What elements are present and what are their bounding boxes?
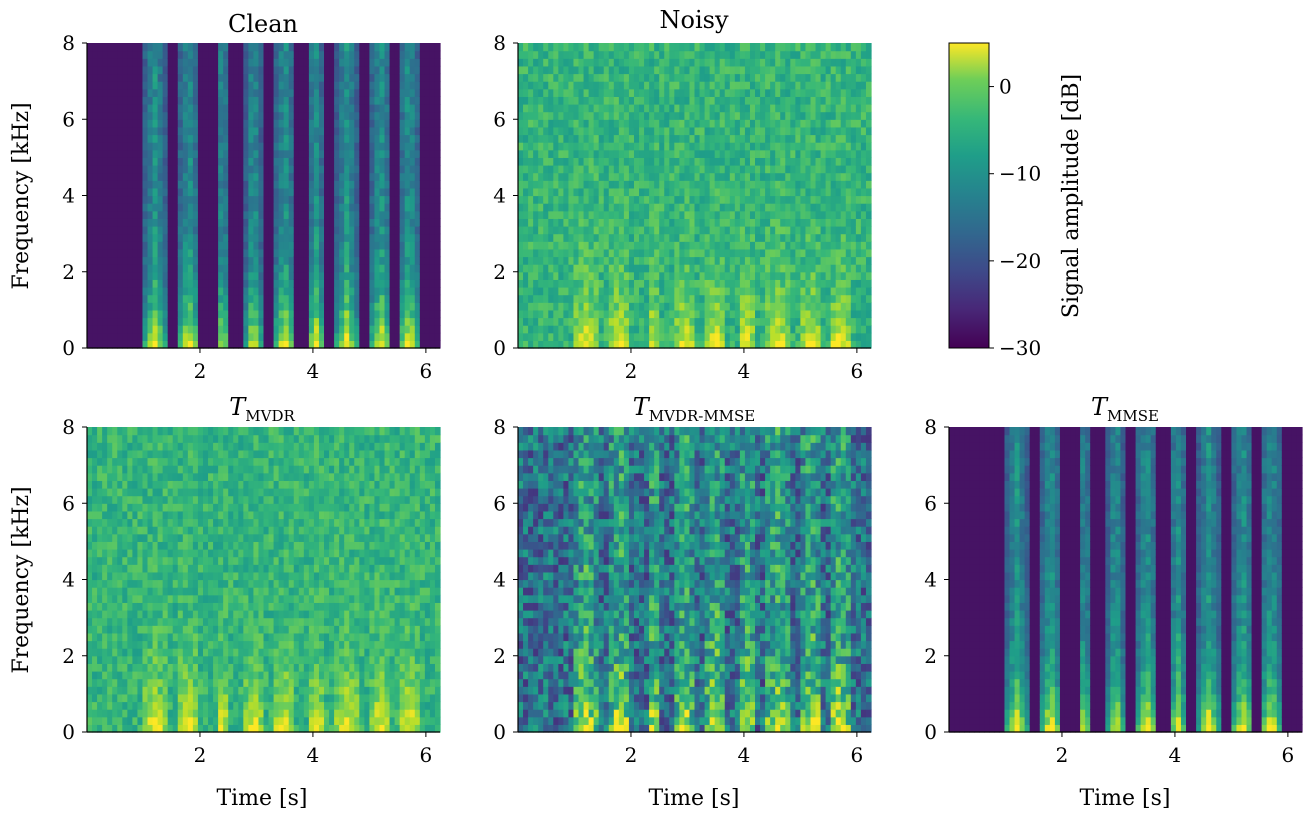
- heatmap-cells: [87, 43, 441, 349]
- colorbar-tick-label: 0: [999, 75, 1012, 99]
- x-tick-label: 4: [307, 743, 320, 767]
- x-tick-label: 6: [1282, 743, 1295, 767]
- x-tick-label: 6: [420, 359, 433, 383]
- x-tick-label: 6: [851, 359, 864, 383]
- panel-title-mmse: TMMSE: [1091, 393, 1159, 425]
- panel-title-mvdr: TMVDR: [229, 393, 295, 425]
- colorbar: 0 −10 −20 −30 Signal amplitude [dB]: [948, 42, 1084, 360]
- y-tick-label: 6: [62, 107, 75, 131]
- y-tick-label: 0: [62, 336, 75, 360]
- y-tick-label: 4: [493, 184, 506, 208]
- y-tick-label: 8: [62, 415, 75, 439]
- y-tick-label: 6: [493, 491, 506, 515]
- heatmap-cells: [518, 427, 872, 733]
- panel-title-mvdr-mmse: TMVDR-MMSE: [633, 393, 756, 425]
- y-axis-label-bottom: Frequency [kHz]: [9, 486, 34, 673]
- x-tick-label: 6: [851, 743, 864, 767]
- y-tick-label: 6: [62, 491, 75, 515]
- x-tick-label: 4: [738, 743, 751, 767]
- colorbar-tick-label: −20: [999, 249, 1041, 273]
- colorbar-tick-label: −30: [999, 336, 1041, 360]
- y-tick-label: 2: [62, 644, 75, 668]
- spectrogram-mmse: 0 2 4 6 8 2 4 6: [924, 415, 1303, 767]
- colorbar-tick-label: −10: [999, 162, 1041, 186]
- y-tick-label: 6: [493, 107, 506, 131]
- x-axis-label-mmse: Time [s]: [1079, 786, 1170, 811]
- spectrogram-clean: 0 2 4 6 8 2 4 6: [62, 31, 441, 383]
- x-tick-label: 2: [194, 359, 207, 383]
- y-tick-label: 2: [493, 644, 506, 668]
- panel-title-noisy: Noisy: [660, 6, 729, 34]
- y-tick-label: 8: [493, 415, 506, 439]
- colorbar-gradient: [948, 42, 990, 349]
- x-tick-label: 2: [625, 743, 638, 767]
- y-tick-label: 0: [924, 720, 937, 744]
- y-tick-label: 0: [62, 720, 75, 744]
- spectrogram-mvdr-mmse: 0 2 4 6 8 2 4 6: [493, 415, 872, 767]
- heatmap-cells: [949, 427, 1303, 733]
- y-tick-label: 2: [924, 644, 937, 668]
- y-tick-label: 2: [493, 260, 506, 284]
- y-tick-label: 6: [924, 491, 937, 515]
- colorbar-ticks: 0 −10 −20 −30: [989, 75, 1041, 360]
- y-tick-label: 4: [924, 568, 937, 592]
- y-tick-label: 0: [493, 720, 506, 744]
- y-tick-label: 8: [924, 415, 937, 439]
- x-tick-label: 4: [738, 359, 751, 383]
- y-tick-label: 8: [62, 31, 75, 55]
- y-axis-label-top: Frequency [kHz]: [9, 102, 34, 289]
- colorbar-label: Signal amplitude [dB]: [1059, 74, 1084, 318]
- y-tick-label: 4: [493, 568, 506, 592]
- x-tick-label: 6: [420, 743, 433, 767]
- y-tick-label: 4: [62, 568, 75, 592]
- heatmap-cells: [518, 43, 872, 349]
- x-tick-label: 4: [307, 359, 320, 383]
- x-axis-label-mvdr-mmse: Time [s]: [648, 786, 739, 811]
- y-tick-label: 4: [62, 184, 75, 208]
- spectrogram-mvdr: 0 2 4 6 8 2 4 6: [62, 415, 441, 767]
- y-tick-label: 0: [493, 336, 506, 360]
- x-tick-label: 2: [194, 743, 207, 767]
- y-tick-label: 2: [62, 260, 75, 284]
- y-tick-label: 8: [493, 31, 506, 55]
- spectrogram-noisy: 0 2 4 6 8 2 4 6: [493, 31, 872, 383]
- x-tick-label: 4: [1169, 743, 1182, 767]
- x-tick-label: 2: [625, 359, 638, 383]
- heatmap-cells: [87, 427, 441, 733]
- x-axis-label-mvdr: Time [s]: [216, 786, 307, 811]
- panel-title-clean: Clean: [228, 10, 298, 38]
- x-tick-label: 2: [1056, 743, 1069, 767]
